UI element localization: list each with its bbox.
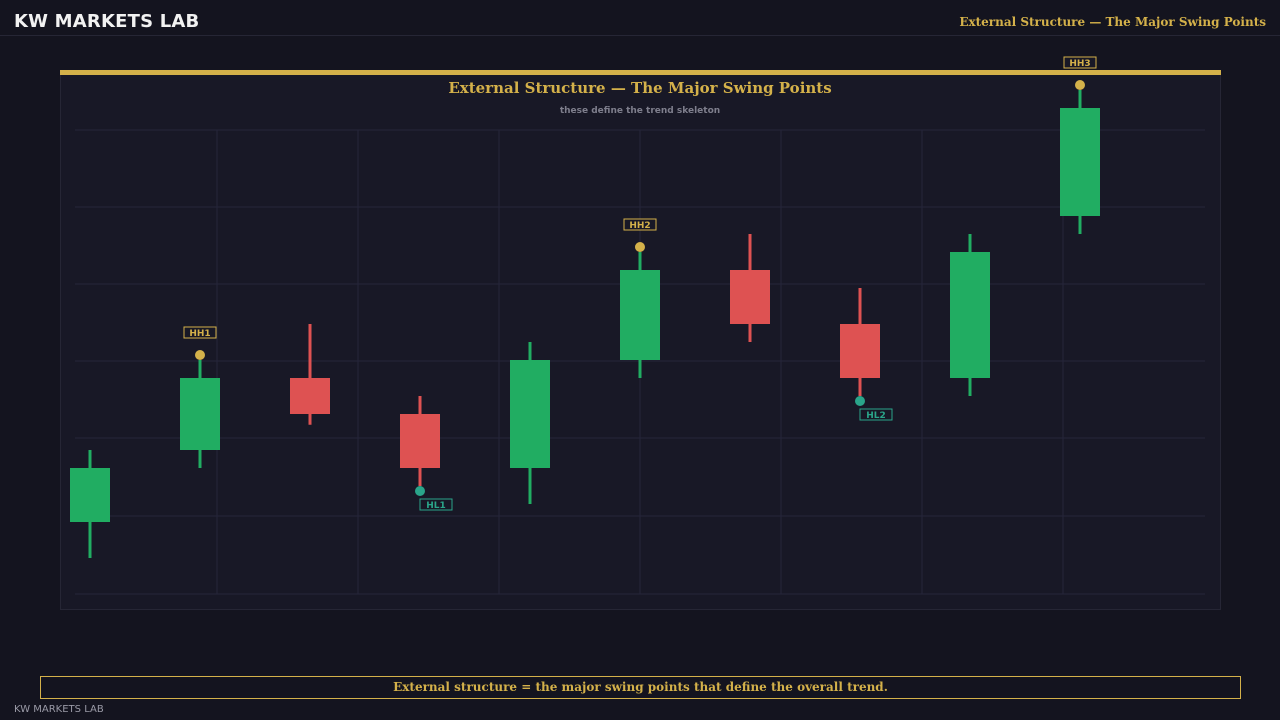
brand-logo-text: KW MARKETS LAB (14, 11, 200, 32)
swing-low-label: HL2 (866, 411, 886, 421)
swing-high-marker (1075, 80, 1085, 90)
candle-body (180, 378, 220, 450)
swing-low-marker (415, 486, 425, 496)
footer-note: External structure = the major swing poi… (40, 676, 1241, 699)
candle-body (290, 378, 330, 414)
swing-low-label: HL1 (426, 501, 446, 511)
candle-body (730, 270, 770, 324)
swing-label-box (623, 218, 657, 231)
candle-body (950, 252, 990, 378)
swing-label-box (419, 498, 453, 511)
swing-low-marker (855, 396, 865, 406)
candle-body (620, 270, 660, 360)
swing-label-box (1063, 56, 1097, 69)
chart-subtitle: these define the trend skeleton (559, 106, 721, 116)
panel-accent-bar (60, 70, 1221, 75)
candle-body (400, 414, 440, 468)
chart-title: External Structure — The Major Swing Poi… (448, 79, 832, 97)
swing-high-label: HH3 (1069, 59, 1090, 69)
swing-high-marker (635, 242, 645, 252)
swing-high-label: HH1 (189, 329, 210, 339)
candle-body (70, 468, 110, 522)
header-title: External Structure — The Major Swing Poi… (959, 15, 1266, 29)
swing-label-box (183, 326, 217, 339)
candle-body (1060, 108, 1100, 216)
swing-high-label: HH2 (629, 221, 650, 231)
swing-high-marker (195, 350, 205, 360)
swing-label-box (859, 408, 893, 421)
candle-body (510, 360, 550, 468)
top-bar: KW MARKETS LAB External Structure — The … (0, 0, 1280, 36)
footer-brand: KW MARKETS LAB (14, 704, 104, 715)
candle-body (840, 324, 880, 378)
